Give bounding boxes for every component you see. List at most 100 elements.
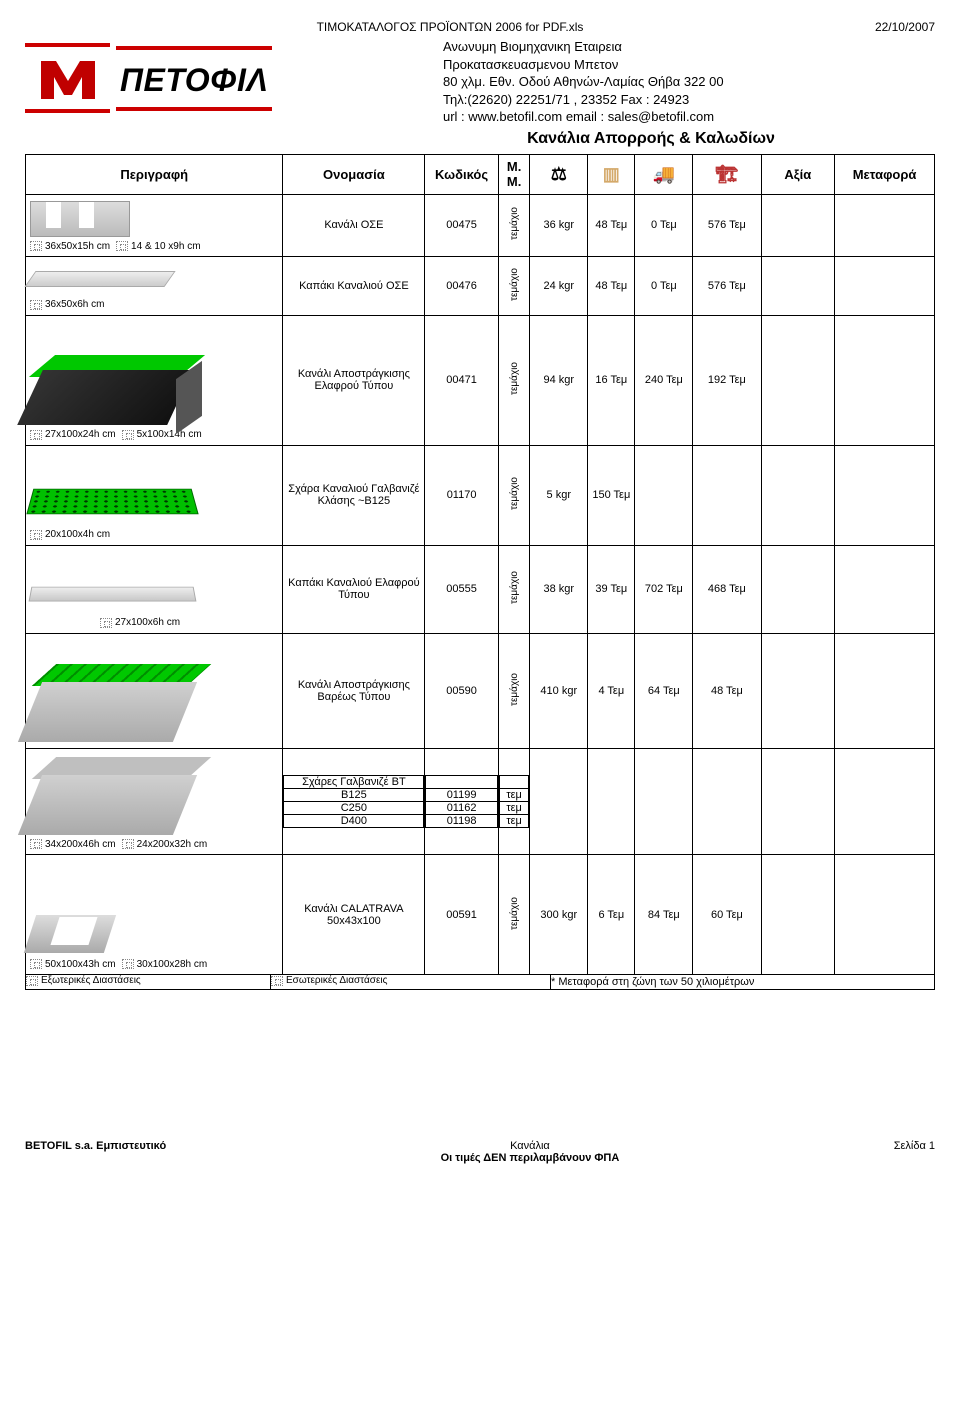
unit-label: τεμάχιο bbox=[509, 358, 520, 399]
price-value bbox=[761, 445, 835, 545]
product-row: Κανάλι Αποστράγκισης Βαρέως Τύπου00590τε… bbox=[26, 633, 935, 748]
ship-value bbox=[835, 545, 935, 633]
unit-label: τεμάχιο bbox=[509, 669, 520, 710]
legend-row: Εξωτερικές Διαστάσεις Εσωτερικές Διαστάσ… bbox=[26, 975, 935, 990]
price-value bbox=[761, 257, 835, 316]
product-code: 00555 bbox=[425, 545, 499, 633]
product-code: 00475 bbox=[425, 194, 499, 257]
legend-note: * Μεταφορά στη ζώνη των 50 χιλιομέτρων bbox=[551, 975, 935, 990]
product-row: 36x50x15h cm14 & 10 x9h cmΚανάλι ΟΣΕ0047… bbox=[26, 194, 935, 257]
col7-value: 64 Τεμ bbox=[635, 633, 693, 748]
col8-value: 192 Τεμ bbox=[693, 315, 761, 445]
col8-value: 576 Τεμ bbox=[693, 194, 761, 257]
filename-label: ΤΙΜΟΚΑΤΑΛΟΓΟΣ ΠΡΟΪΟΝΤΩΝ 2006 for PDF.xls bbox=[317, 20, 584, 34]
scale-icon: ⚖ bbox=[551, 165, 567, 183]
product-code: 00591 bbox=[425, 855, 499, 975]
product-name: Κανάλι Αποστράγκισης Ελαφρού Τύπου bbox=[283, 315, 425, 445]
weight-value: 5 kgr bbox=[530, 445, 588, 545]
product-name: Καπάκι Καναλιού Ελαφρού Τύπου bbox=[283, 545, 425, 633]
col-truck-icon: 🚚 bbox=[635, 154, 693, 194]
product-name: Κανάλι ΟΣΕ bbox=[283, 194, 425, 257]
unit-label: τεμάχιο bbox=[509, 567, 520, 608]
product-name: Κανάλι Αποστράγκισης Βαρέως Τύπου bbox=[283, 633, 425, 748]
footer-middle: Κανάλια Οι τιμές ΔΕΝ περιλαμβάνουν ΦΠΑ bbox=[441, 1140, 620, 1164]
col7-value: 702 Τεμ bbox=[635, 545, 693, 633]
col7-value: 0 Τεμ bbox=[635, 194, 693, 257]
col6-value: 4 Τεμ bbox=[588, 633, 635, 748]
weight-value: 94 kgr bbox=[530, 315, 588, 445]
masthead: ΠΕΤΟΦΙΛ Ανωνυμη Βιομηχανικη Εταιρεια Προ… bbox=[25, 38, 935, 126]
company-logo: ΠΕΤΟΦΙΛ bbox=[25, 38, 425, 118]
weight-value: 24 kgr bbox=[530, 257, 588, 316]
col8-value bbox=[693, 445, 761, 545]
logo-wordmark: ΠΕΤΟΦΙΛ bbox=[116, 46, 272, 111]
col-description: Περιγραφή bbox=[26, 154, 283, 194]
col7-value: 0 Τεμ bbox=[635, 257, 693, 316]
logo-mark bbox=[25, 43, 110, 113]
product-row: 20x100x4h cmΣχάρα Καναλιού Γαλβανιζέ Κλά… bbox=[26, 445, 935, 545]
price-value bbox=[761, 194, 835, 257]
price-value bbox=[761, 633, 835, 748]
col6-value: 48 Τεμ bbox=[588, 257, 635, 316]
unit-label: τεμάχιο bbox=[509, 473, 520, 514]
legend-int: Εσωτερικές Διαστάσεις bbox=[271, 975, 387, 986]
weight-value: 36 kgr bbox=[530, 194, 588, 257]
company-line: Προκατασκευασμενου Μπετον bbox=[443, 56, 935, 74]
product-code: 00471 bbox=[425, 315, 499, 445]
pallet-icon: ▥ bbox=[603, 165, 620, 183]
col8-value: 576 Τεμ bbox=[693, 257, 761, 316]
price-value bbox=[761, 315, 835, 445]
company-info: Ανωνυμη Βιομηχανικη Εταιρεια Προκατασκευ… bbox=[443, 38, 935, 126]
col6-value: 48 Τεμ bbox=[588, 194, 635, 257]
col6-value: 16 Τεμ bbox=[588, 315, 635, 445]
col7-value: 84 Τεμ bbox=[635, 855, 693, 975]
product-code: 00590 bbox=[425, 633, 499, 748]
col7-value: 240 Τεμ bbox=[635, 315, 693, 445]
footer-left: BETOFIL s.a. Εμπιστευτικό bbox=[25, 1140, 166, 1164]
legend-ext: Εξωτερικές Διαστάσεις bbox=[26, 975, 141, 986]
product-row: 27x100x6h cmΚαπάκι Καναλιού Ελαφρού Τύπο… bbox=[26, 545, 935, 633]
logo-m-icon bbox=[38, 55, 98, 101]
product-name: Σχάρα Καναλιού Γαλβανιζέ Κλάσης ~B125 bbox=[283, 445, 425, 545]
product-row: 50x100x43h cm30x100x28h cmΚανάλι CALATRA… bbox=[26, 855, 935, 975]
footer-right: Σελίδα 1 bbox=[894, 1140, 935, 1164]
col8-value: 468 Τεμ bbox=[693, 545, 761, 633]
crane-icon: 🏗 bbox=[715, 165, 738, 183]
ship-value bbox=[835, 315, 935, 445]
col6-value: 39 Τεμ bbox=[588, 545, 635, 633]
unit-label: τεμάχιο bbox=[509, 203, 520, 244]
col6-value: 150 Τεμ bbox=[588, 445, 635, 545]
col8-value: 48 Τεμ bbox=[693, 633, 761, 748]
ship-value bbox=[835, 445, 935, 545]
ship-value bbox=[835, 257, 935, 316]
variant-row: 34x200x46h cm24x200x32h cmΣχάρες Γαλβανι… bbox=[26, 748, 935, 855]
col-price: Αξία bbox=[761, 154, 835, 194]
col-ship: Μεταφορά bbox=[835, 154, 935, 194]
col7-value bbox=[635, 445, 693, 545]
ship-value bbox=[835, 194, 935, 257]
product-name: Κανάλι CALATRAVA 50x43x100 bbox=[283, 855, 425, 975]
product-code: 00476 bbox=[425, 257, 499, 316]
unit-label: τεμάχιο bbox=[509, 264, 520, 305]
col-weight-icon: ⚖ bbox=[530, 154, 588, 194]
company-line: Ανωνυμη Βιομηχανικη Εταιρεια bbox=[443, 38, 935, 56]
col-crane-icon: 🏗 bbox=[693, 154, 761, 194]
product-row: 36x50x6h cmΚαπάκι Καναλιού ΟΣΕ00476τεμάχ… bbox=[26, 257, 935, 316]
weight-value: 410 kgr bbox=[530, 633, 588, 748]
section-title: Κανάλια Απορροής & Καλωδίων bbox=[367, 130, 935, 148]
legend-row-table: Εξωτερικές Διαστάσεις Εσωτερικές Διαστάσ… bbox=[25, 974, 935, 990]
company-line: url : www.betofil.com email : sales@beto… bbox=[443, 108, 935, 126]
company-line: Τηλ:(22620) 22251/71 , 23352 Fax : 24923 bbox=[443, 91, 935, 109]
company-line: 80 χλμ. Εθν. Οδού Αθηνών-Λαμίας Θήβα 322… bbox=[443, 73, 935, 91]
product-code: 01170 bbox=[425, 445, 499, 545]
col-name: Ονομασία bbox=[283, 154, 425, 194]
file-header: ΤΙΜΟΚΑΤΑΛΟΓΟΣ ΠΡΟΪΟΝΤΩΝ 2006 for PDF.xls… bbox=[25, 20, 935, 34]
col8-value: 60 Τεμ bbox=[693, 855, 761, 975]
product-name: Καπάκι Καναλιού ΟΣΕ bbox=[283, 257, 425, 316]
ship-value bbox=[835, 633, 935, 748]
weight-value: 38 kgr bbox=[530, 545, 588, 633]
col-code: Κωδικός bbox=[425, 154, 499, 194]
unit-label: τεμάχιο bbox=[509, 893, 520, 934]
col6-value: 6 Τεμ bbox=[588, 855, 635, 975]
price-value bbox=[761, 545, 835, 633]
